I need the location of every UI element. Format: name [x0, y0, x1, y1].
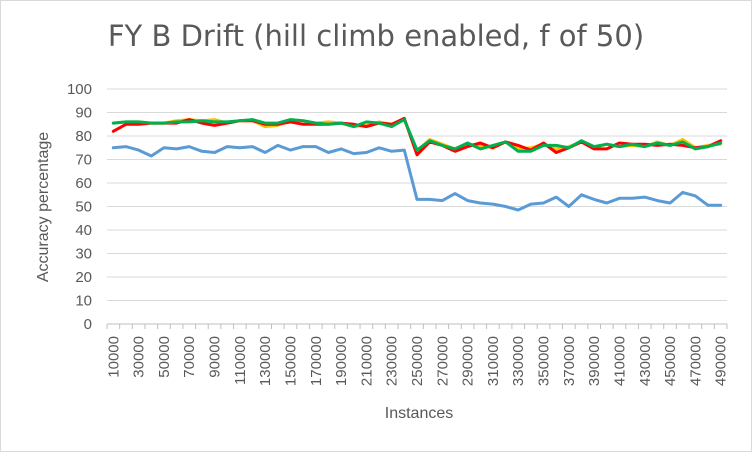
x-tick-label: 10000 — [105, 336, 122, 378]
series-line-4 — [111, 143, 723, 212]
series-line-3 — [111, 118, 723, 153]
y-axis-title: Accuracy percentage — [35, 132, 52, 282]
y-tick-label: 80 — [75, 128, 92, 145]
x-tick-label: 130000 — [257, 336, 274, 386]
series-lines — [111, 116, 723, 212]
x-tick-label: 470000 — [687, 336, 704, 386]
chart-title: FY B Drift (hill climb enabled, f of 50) — [107, 19, 645, 53]
gridlines — [107, 88, 727, 301]
y-tick-label: 0 — [84, 316, 92, 333]
x-tick-label: 210000 — [358, 336, 375, 386]
x-tick-label: 270000 — [434, 336, 451, 386]
x-tick-label: 450000 — [662, 336, 679, 386]
y-tick-label: 90 — [75, 105, 92, 122]
x-tick-label: 30000 — [131, 336, 148, 378]
x-tick-label: 370000 — [561, 336, 578, 386]
x-tick-label: 430000 — [637, 336, 654, 386]
x-tick-label: 150000 — [282, 336, 299, 386]
x-tick-label: 330000 — [510, 336, 527, 386]
x-tick-label: 410000 — [611, 336, 628, 386]
y-tick-label: 10 — [75, 293, 92, 310]
axes — [106, 323, 728, 329]
x-tick-label: 90000 — [207, 336, 224, 378]
x-tick-label: 490000 — [713, 336, 730, 386]
x-tick-label: 290000 — [460, 336, 477, 386]
y-tick-label: 60 — [75, 175, 92, 192]
x-tick-label: 190000 — [333, 336, 350, 386]
y-tick-label: 40 — [75, 222, 92, 239]
x-tick-label: 230000 — [384, 336, 401, 386]
x-tick-label: 390000 — [586, 336, 603, 386]
x-axis-title: Instances — [385, 405, 453, 422]
x-tick-label: 250000 — [409, 336, 426, 386]
x-tick-label: 70000 — [181, 336, 198, 378]
tick-labels: 0 10 20 30 40 50 60 70 80 90 100 10000 30000 50000 700… — [67, 81, 730, 386]
x-tick-label: 110000 — [232, 336, 249, 385]
y-tick-label: 70 — [75, 152, 92, 169]
x-tick-label: 350000 — [536, 336, 553, 386]
series-line-2 — [111, 116, 723, 157]
y-tick-label: 20 — [75, 269, 92, 286]
x-tick-label: 170000 — [308, 336, 325, 386]
y-tick-label: 50 — [75, 199, 92, 216]
x-tick-label: 310000 — [485, 336, 502, 386]
x-tick-label: 50000 — [156, 336, 173, 378]
y-tick-label: 100 — [67, 81, 92, 98]
y-tick-label: 30 — [75, 246, 92, 263]
